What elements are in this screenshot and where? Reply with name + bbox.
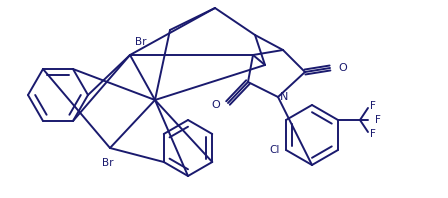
Text: O: O xyxy=(211,100,220,110)
Text: Cl: Cl xyxy=(270,145,280,155)
Text: F: F xyxy=(375,115,381,125)
Text: F: F xyxy=(370,129,376,139)
Text: Br: Br xyxy=(102,158,113,168)
Text: Br: Br xyxy=(135,37,146,47)
Text: O: O xyxy=(338,63,347,73)
Text: F: F xyxy=(370,101,376,111)
Text: N: N xyxy=(280,92,289,102)
